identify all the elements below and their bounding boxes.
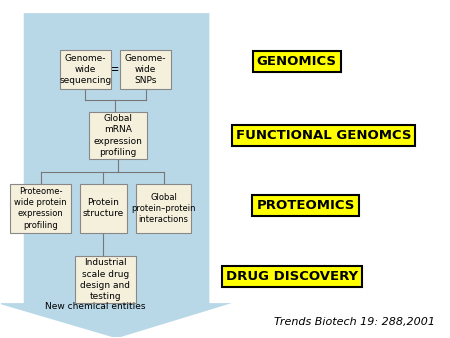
FancyBboxPatch shape <box>75 256 135 303</box>
Text: Genome-
wide
SNPs: Genome- wide SNPs <box>125 54 166 85</box>
Text: GENOMICS: GENOMICS <box>256 55 337 68</box>
FancyBboxPatch shape <box>10 184 71 233</box>
FancyBboxPatch shape <box>120 50 171 89</box>
Text: =: = <box>108 63 119 76</box>
FancyBboxPatch shape <box>59 50 111 89</box>
FancyBboxPatch shape <box>80 184 126 233</box>
Text: DRUG DISCOVERY: DRUG DISCOVERY <box>226 270 358 283</box>
Text: Industrial
scale drug
design and
testing: Industrial scale drug design and testing <box>81 259 130 301</box>
Text: Genome-
wide
sequencing: Genome- wide sequencing <box>59 54 111 85</box>
Text: FUNCTIONAL GENOMCS: FUNCTIONAL GENOMCS <box>236 129 411 142</box>
Text: Protein
structure: Protein structure <box>82 198 124 218</box>
Text: New chemical entities: New chemical entities <box>45 303 145 312</box>
Text: PROTEOMICS: PROTEOMICS <box>256 199 355 212</box>
Text: Proteome-
wide protein
expression
profiling: Proteome- wide protein expression profil… <box>14 187 67 230</box>
Polygon shape <box>0 13 232 338</box>
Text: Global
mRNA
expression
profiling: Global mRNA expression profiling <box>93 114 142 156</box>
Text: Global
protein–protein
interactions: Global protein–protein interactions <box>131 193 196 224</box>
Text: Trends Biotech 19: 288,2001: Trends Biotech 19: 288,2001 <box>274 317 435 327</box>
FancyBboxPatch shape <box>135 184 191 233</box>
FancyBboxPatch shape <box>89 112 147 159</box>
